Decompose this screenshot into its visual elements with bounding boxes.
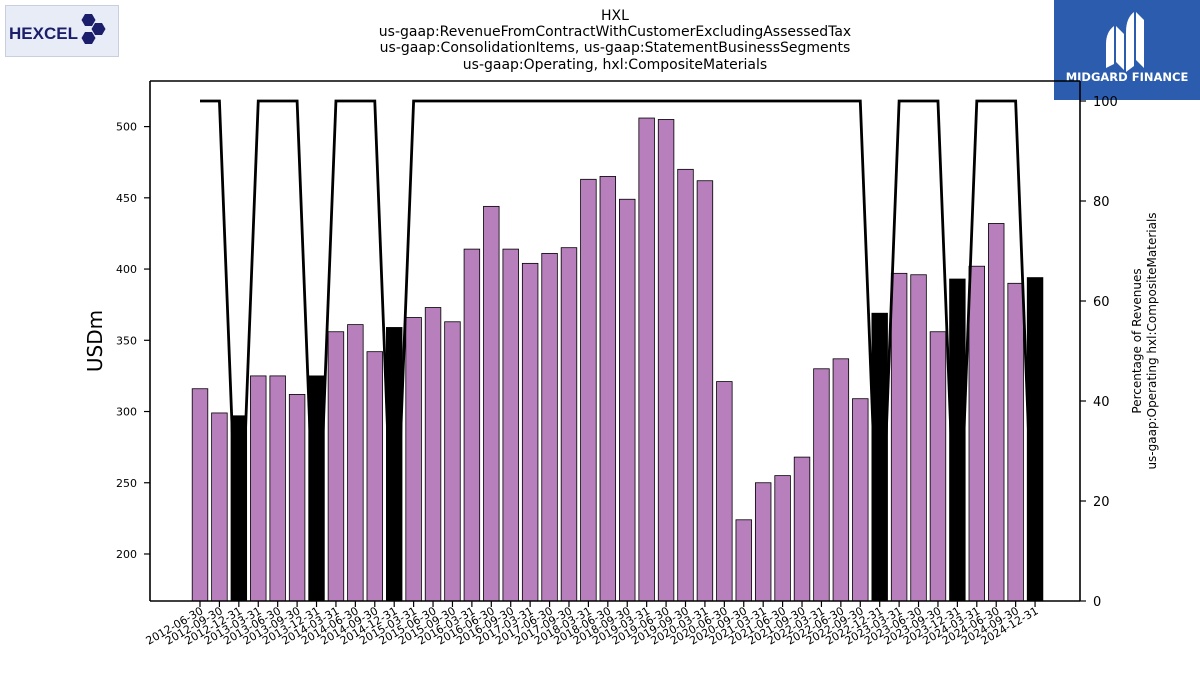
hexcel-logo: HEXCEL ® (5, 5, 119, 57)
bar-2024-03-31 (968, 265, 986, 602)
bar-2014-09-30 (366, 351, 383, 602)
bar-2023-09-30 (929, 331, 947, 602)
midgard-finance-logo: MIDGARD FINANCE (1054, 0, 1200, 100)
y-tick-label: 250 (116, 477, 137, 490)
y2-axis-label-line1: Percentage of Revenues (1130, 268, 1144, 413)
y2-axis-label: Percentage of Revenues us-gaap:Operating… (1130, 212, 1159, 469)
y-axis-label: USDm (83, 310, 107, 372)
bar-2018-06-30 (599, 176, 617, 602)
bar-2015-06-30 (424, 307, 442, 602)
bar-2013-09-30 (288, 394, 306, 602)
midgard-finance-text: MIDGARD FINANCE (1066, 70, 1189, 84)
bar-2020-06-30 (716, 381, 733, 602)
bar-2012-06-30 (191, 388, 209, 602)
bar-2016-09-30 (502, 248, 519, 602)
bar-2021-09-30 (793, 456, 811, 602)
bar-2014-06-30 (347, 324, 364, 602)
bar-2024-09-30 (1007, 282, 1024, 602)
y2-axis-label-line2: us-gaap:Operating hxl:CompositeMaterials (1145, 212, 1159, 469)
title-axes: us-gaap:ConsolidationItems, us-gaap:Stat… (380, 40, 851, 56)
bar-2022-06-30 (832, 358, 850, 602)
bar-2014-03-31 (327, 331, 345, 602)
y-tick-label: 500 (116, 121, 137, 134)
percentage-line-series (200, 99, 1037, 602)
bar-2017-03-31 (521, 262, 539, 602)
y2-tick-label: 0 (1093, 595, 1101, 610)
bar-2022-03-31 (813, 368, 830, 602)
bar-2016-03-31 (463, 248, 481, 602)
y2-tick-label: 100 (1093, 95, 1118, 110)
y-tick-label: 350 (116, 334, 137, 347)
bar-series (191, 117, 1044, 602)
title-ticker: HXL (601, 8, 629, 24)
bar-2015-03-31 (405, 317, 422, 602)
y2-tick-label: 20 (1093, 495, 1110, 510)
midgard-m-icon (1106, 12, 1144, 72)
bar-2019-03-31 (638, 117, 655, 602)
bar-2020-03-31 (696, 180, 714, 602)
title-concept: us-gaap:RevenueFromContractWithCustomerE… (379, 24, 851, 40)
bar-2013-03-31 (250, 375, 267, 602)
bar-2022-09-30 (852, 398, 869, 602)
bar-2019-09-30 (677, 168, 694, 602)
y-tick-label: 400 (116, 263, 137, 276)
bar-2023-03-31 (890, 272, 908, 602)
title-members: us-gaap:Operating, hxl:CompositeMaterial… (463, 57, 767, 73)
bar-2021-06-30 (774, 475, 791, 602)
bar-2023-06-30 (910, 274, 927, 602)
percentage-line (200, 99, 1037, 602)
bar-2017-09-30 (560, 247, 578, 602)
bar-2016-06-30 (483, 205, 500, 602)
bar-2013-06-30 (269, 375, 286, 602)
bar-2018-03-31 (580, 178, 597, 602)
bar-2019-06-30 (657, 119, 675, 602)
hexcel-logo-text: HEXCEL (9, 24, 78, 43)
y2-tick-label: 40 (1093, 395, 1110, 410)
bar-2020-09-30 (735, 519, 752, 602)
y-tick-label: 200 (116, 548, 137, 561)
bar-2012-09-30 (211, 412, 228, 602)
bar-2024-06-30 (988, 223, 1005, 602)
bar-2018-09-30 (619, 198, 636, 602)
bar-2021-03-31 (754, 482, 772, 602)
bar-2017-06-30 (541, 252, 558, 602)
y2-tick-label: 80 (1093, 195, 1110, 210)
bar-2015-09-30 (444, 321, 461, 602)
hexagon-cluster-icon (71, 14, 106, 44)
y-tick-label: 450 (116, 192, 137, 205)
y2-tick-label: 60 (1093, 295, 1110, 310)
chart-title: HXL us-gaap:RevenueFromContractWithCusto… (379, 8, 851, 73)
y-tick-label: 300 (116, 406, 137, 419)
